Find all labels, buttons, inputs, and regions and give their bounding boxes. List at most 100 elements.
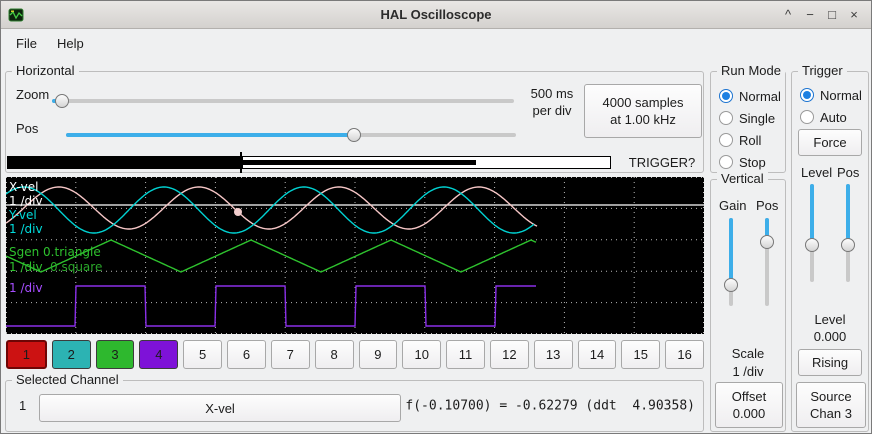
- trigger-position-marker: [240, 152, 242, 173]
- scope-label-6: 0.square: [50, 260, 103, 274]
- zoom-slider[interactable]: [52, 94, 514, 108]
- selected-channel-group: Selected Channel 1 X-vel f(-0.10700) = -…: [5, 372, 704, 432]
- trigger-mode-auto[interactable]: Auto: [800, 106, 866, 128]
- record-pretrigger-bar: [7, 156, 243, 169]
- channel-button-5[interactable]: 5: [183, 340, 223, 369]
- time-scale-readout: 500 ms per div: [520, 85, 584, 119]
- scope-label-5: 1 /div: [9, 260, 43, 274]
- channel-button-8[interactable]: 8: [314, 340, 354, 369]
- time-scale-line1: 500 ms: [530, 86, 574, 101]
- radio-icon: [719, 155, 733, 169]
- scope-display: X-vel 1 /div Y-vel 1 /div Sgen 0.triangle 1 /…: [6, 177, 704, 334]
- channel-source-button[interactable]: X-vel: [39, 394, 401, 422]
- pos-slider-fill: [66, 133, 354, 137]
- radio-icon: [719, 111, 733, 125]
- scope-label-4: Sgen 0.triangle: [9, 245, 101, 259]
- vertical-scale-value: 1 /div: [732, 364, 764, 379]
- trigger-pos-label: Pos: [837, 165, 860, 180]
- square-trace: [6, 285, 536, 327]
- channel-button-11[interactable]: 11: [446, 340, 485, 369]
- shade-button[interactable]: ^: [784, 7, 792, 22]
- vertical-offset-line2: 0.000: [732, 406, 766, 421]
- menu-file[interactable]: File: [16, 36, 37, 51]
- maximize-button[interactable]: □: [828, 7, 836, 22]
- run-mode-roll[interactable]: Roll: [719, 129, 783, 151]
- force-button[interactable]: Force: [798, 129, 862, 156]
- channel-button-4[interactable]: 4: [139, 340, 179, 369]
- channel-button-12[interactable]: 12: [489, 340, 529, 369]
- pos-slider-handle[interactable]: [347, 128, 361, 142]
- channel-button-9[interactable]: 9: [358, 340, 398, 369]
- channel-button-16[interactable]: 16: [665, 340, 704, 369]
- vertical-pos-slider[interactable]: [760, 218, 774, 306]
- force-button-label: Force: [813, 135, 847, 150]
- trigger-mode-options: Normal Auto: [800, 84, 866, 128]
- vertical-offset-button[interactable]: Offset 0.000: [715, 382, 783, 428]
- trigger-pos-fill: [846, 184, 850, 245]
- menu-help[interactable]: Help: [56, 36, 84, 51]
- channel-button-10[interactable]: 10: [402, 340, 442, 369]
- channel-button-14[interactable]: 14: [577, 340, 617, 369]
- menubar: File Help: [1, 30, 871, 57]
- channel-button-13[interactable]: 13: [533, 340, 573, 369]
- run-mode-options: Normal Single Roll Stop: [719, 85, 783, 173]
- pos-label: Pos: [16, 121, 39, 136]
- channel-button-3[interactable]: 3: [95, 340, 135, 369]
- close-button[interactable]: ×: [850, 7, 858, 22]
- scope-channel-labels: X-vel 1 /div Y-vel 1 /div Sgen 0.triangle 1 /…: [6, 177, 704, 334]
- run-mode-normal[interactable]: Normal: [719, 85, 783, 107]
- horizontal-pos-slider[interactable]: [66, 128, 516, 142]
- radio-label: Stop: [739, 154, 766, 170]
- trigger-source-line2: Chan 3: [810, 406, 852, 421]
- trigger-level-value: 0.000: [813, 329, 847, 344]
- trigger-level-handle[interactable]: [805, 237, 819, 252]
- trigger-source-line1: Source: [810, 389, 852, 404]
- radio-label: Normal: [739, 88, 781, 104]
- minimize-button[interactable]: −: [806, 7, 814, 22]
- vertical-pos-label: Pos: [756, 198, 779, 213]
- channel-button-15[interactable]: 15: [621, 340, 661, 369]
- vertical-offset-line1: Offset: [731, 389, 767, 404]
- trigger-source-button[interactable]: Source Chan 3: [796, 382, 866, 428]
- scope-label-0: X-vel: [9, 180, 39, 194]
- channel-button-7[interactable]: 7: [270, 340, 310, 369]
- trigger-pos-handle[interactable]: [841, 237, 855, 252]
- record-info-button[interactable]: 4000 samples at 1.00 kHz: [584, 84, 702, 138]
- horizontal-group-title: Horizontal: [12, 63, 79, 78]
- y-vel-trace: [6, 186, 535, 234]
- channel-source-label: X-vel: [205, 400, 235, 416]
- channel-button-6[interactable]: 6: [227, 340, 266, 369]
- vertical-pos-groove: [765, 218, 769, 306]
- record-displayed-bar: [243, 160, 476, 165]
- trigger-status-label: TRIGGER?: [628, 155, 696, 170]
- trigger-level-caption: Level: [814, 312, 846, 327]
- selected-channel-number: 1: [19, 398, 27, 413]
- run-mode-single[interactable]: Single: [719, 107, 783, 129]
- vertical-gain-slider[interactable]: [724, 218, 738, 306]
- channel-button-1[interactable]: 1: [6, 340, 47, 369]
- run-mode-stop[interactable]: Stop: [719, 151, 783, 173]
- radio-icon: [800, 88, 814, 102]
- vertical-gain-fill: [729, 218, 733, 285]
- trigger-edge-label: Rising: [811, 355, 849, 370]
- horizontal-group: Horizontal Zoom 500 ms per div 4000 samp…: [5, 63, 704, 173]
- trigger-mode-normal[interactable]: Normal: [800, 84, 866, 106]
- zoom-slider-handle[interactable]: [55, 94, 69, 108]
- signal-value-readout: f(-0.10700) = -0.62279 (ddt 4.90358): [405, 398, 695, 414]
- window-title: HAL Oscilloscope: [380, 7, 492, 22]
- trigger-level-slider[interactable]: [805, 184, 819, 282]
- channel-button-2[interactable]: 2: [51, 340, 91, 369]
- radio-icon: [800, 110, 814, 124]
- scope-label-1: 1 /div: [9, 194, 43, 208]
- radio-icon: [719, 89, 733, 103]
- trigger-group-title: Trigger: [798, 63, 847, 78]
- trigger-level-label: Level: [801, 165, 833, 180]
- vertical-pos-handle[interactable]: [760, 234, 774, 249]
- zoom-slider-groove: [52, 99, 514, 103]
- vertical-gain-handle[interactable]: [724, 277, 738, 292]
- trigger-edge-button[interactable]: Rising: [798, 349, 862, 376]
- trigger-pos-slider[interactable]: [841, 184, 855, 282]
- channel-row: 1 2 3 4 5 6 7 8 9 10 11 12 13 14 15 16: [6, 340, 704, 369]
- record-info-line1: 4000 samples: [602, 95, 684, 110]
- trigger-point-marker: [234, 208, 242, 216]
